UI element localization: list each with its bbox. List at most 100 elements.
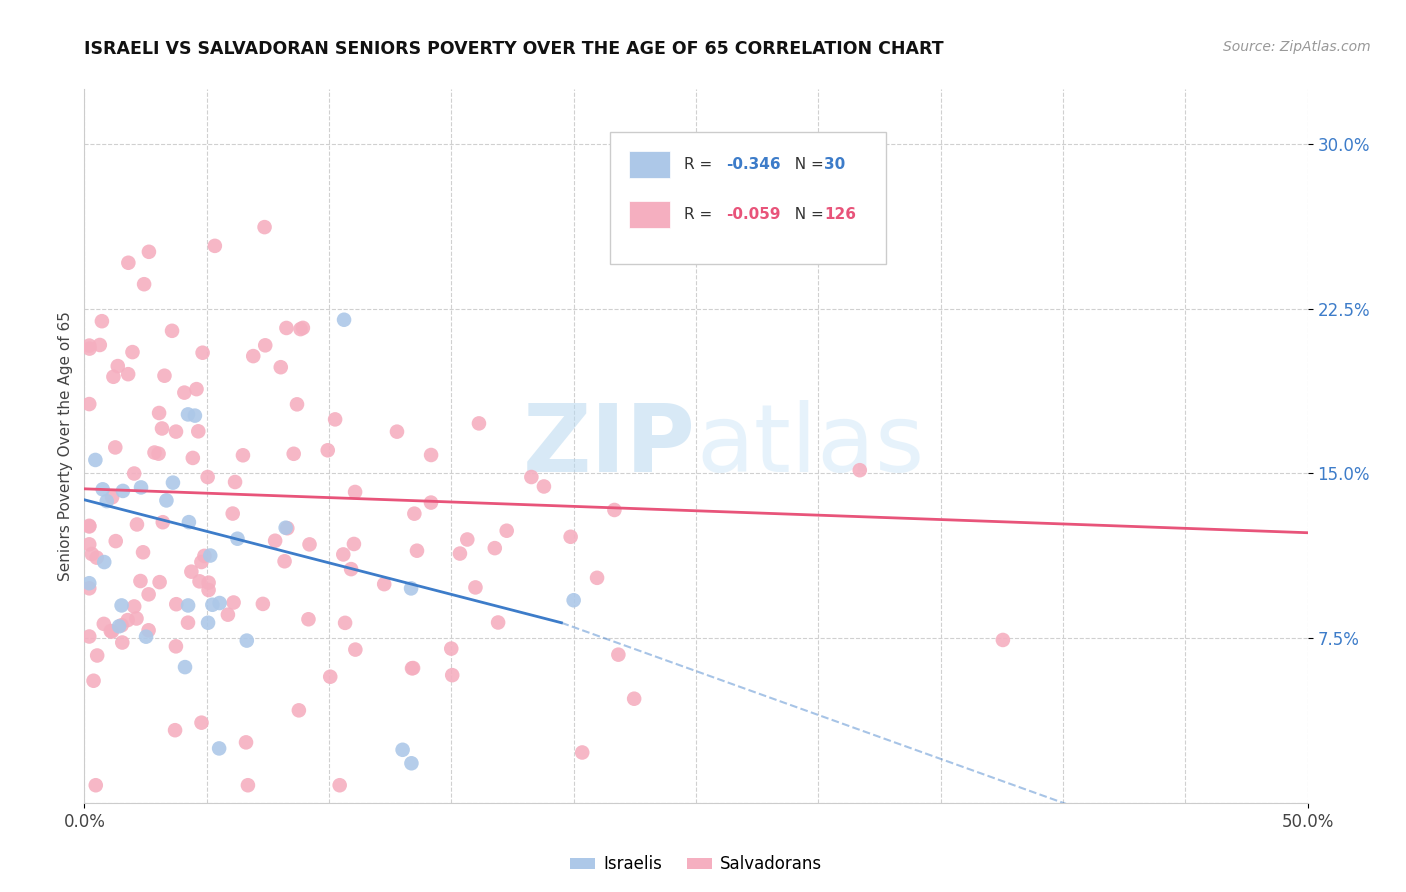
Point: [104, 441, 127, 455]
FancyBboxPatch shape: [610, 132, 886, 264]
Point: [111, 483, 134, 498]
Point: [148, 447, 170, 461]
Point: [165, 723, 187, 738]
Point: [143, 445, 166, 459]
Point: [91, 483, 114, 497]
Point: [138, 244, 160, 259]
Text: -0.346: -0.346: [727, 157, 782, 171]
Point: [420, 495, 443, 509]
Point: [129, 574, 152, 588]
Point: [276, 521, 298, 535]
Point: [77, 519, 100, 533]
Point: [177, 599, 200, 613]
Y-axis label: Seniors Poverty Over the Age of 65: Seniors Poverty Over the Age of 65: [58, 311, 73, 581]
Point: [125, 611, 148, 625]
Point: [165, 640, 187, 654]
Point: [173, 385, 195, 400]
Text: R =: R =: [683, 157, 717, 171]
Point: [264, 533, 287, 548]
Point: [111, 635, 134, 649]
Point: [150, 421, 173, 435]
Point: [122, 599, 145, 614]
Point: [285, 397, 308, 411]
Point: [149, 575, 172, 590]
Point: [236, 633, 259, 648]
Point: [177, 408, 200, 422]
Point: [197, 470, 219, 484]
Point: [110, 599, 132, 613]
Point: [486, 615, 509, 630]
Point: [253, 220, 276, 235]
Point: [77, 576, 100, 591]
Point: [404, 507, 426, 521]
Point: [181, 450, 204, 465]
Point: [155, 493, 177, 508]
Point: [298, 537, 321, 551]
Point: [200, 549, 222, 563]
Point: [252, 597, 274, 611]
Point: [193, 549, 215, 563]
Point: [80, 547, 103, 561]
Point: [402, 661, 425, 675]
Point: [103, 369, 125, 384]
Point: [148, 406, 170, 420]
Point: [440, 641, 463, 656]
Point: [125, 517, 148, 532]
Point: [93, 616, 115, 631]
Point: [107, 359, 129, 373]
Point: [332, 548, 354, 562]
Point: [77, 630, 100, 644]
Point: [186, 382, 208, 396]
Point: [83, 673, 105, 688]
Point: [333, 615, 356, 630]
Point: [77, 518, 100, 533]
Point: [297, 612, 319, 626]
Point: [100, 624, 122, 638]
Point: [79, 342, 101, 356]
Point: [89, 338, 111, 352]
FancyBboxPatch shape: [628, 152, 671, 178]
Point: [138, 624, 160, 638]
Point: [132, 545, 155, 559]
Point: [373, 577, 395, 591]
Point: [160, 324, 183, 338]
Point: [385, 425, 408, 439]
Point: [111, 618, 134, 632]
Point: [344, 642, 367, 657]
Point: [290, 322, 312, 336]
Legend: Israelis, Salvadorans: Israelis, Salvadorans: [562, 849, 830, 880]
Point: [197, 575, 219, 590]
Point: [84, 778, 107, 792]
Point: [291, 321, 314, 335]
Point: [533, 479, 555, 493]
Point: [77, 537, 100, 551]
Point: [152, 515, 174, 529]
Point: [104, 534, 127, 549]
Point: [101, 624, 124, 639]
Point: [391, 743, 413, 757]
Point: [222, 507, 245, 521]
Text: 126: 126: [824, 207, 856, 221]
Point: [236, 778, 259, 792]
Point: [449, 547, 471, 561]
Point: [560, 530, 582, 544]
Point: [607, 648, 630, 662]
Point: [129, 480, 152, 494]
Point: [603, 503, 626, 517]
Point: [201, 598, 224, 612]
Text: N =: N =: [786, 157, 830, 171]
Point: [174, 660, 197, 674]
Point: [90, 314, 112, 328]
Point: [77, 338, 100, 352]
Point: [991, 632, 1014, 647]
Point: [484, 541, 506, 555]
Point: [96, 494, 118, 508]
Point: [420, 448, 443, 462]
Point: [224, 475, 246, 489]
Point: [401, 756, 423, 771]
Point: [180, 565, 202, 579]
Point: [122, 467, 145, 481]
Point: [623, 691, 645, 706]
Point: [177, 515, 200, 529]
Point: [274, 521, 297, 535]
